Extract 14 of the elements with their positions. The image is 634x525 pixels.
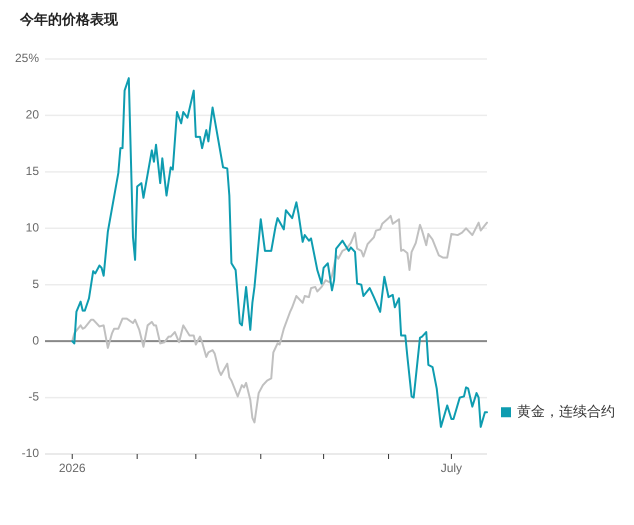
y-tick-label: 25% [14,51,40,66]
y-tick-label: 5 [32,276,40,291]
y-tick-label: 0 [32,333,40,348]
chart-title: 今年的价格表现 [19,11,119,27]
legend-label: 黄金，连续合约 [517,402,615,419]
y-tick-label: -5 [28,390,40,404]
y-tick-label: 20 [26,108,40,122]
line-series [71,214,488,424]
y-tick-label: 15 [26,164,40,178]
x-tick-label: July [440,461,462,475]
y-tick-label: 10 [26,220,40,234]
x-tick-label: 2026 [58,461,86,475]
line-series [71,77,488,428]
y-tick-label: -10 [22,446,40,460]
